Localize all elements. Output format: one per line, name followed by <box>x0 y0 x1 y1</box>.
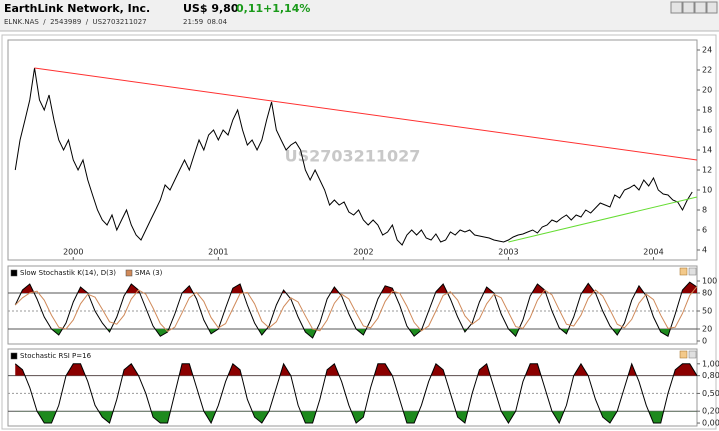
overbought-fill <box>15 363 697 376</box>
watermark: US2703211027 <box>285 147 421 166</box>
y-tick-label: 22 <box>702 66 712 75</box>
bar-icon[interactable] <box>682 1 695 14</box>
y-tick-label: 24 <box>702 46 712 55</box>
y-tick-label: 6 <box>702 226 707 235</box>
panel-edit-button[interactable] <box>679 350 688 359</box>
legend-label: Stochastic RSI P=16 <box>20 352 92 360</box>
y-tick-label: 0,20 <box>702 407 719 416</box>
y-tick-label: 50 <box>702 307 712 316</box>
x-tick-label: 2003 <box>498 248 518 257</box>
refresh-icon[interactable] <box>706 1 718 14</box>
y-tick-label: 0,50 <box>702 389 719 398</box>
y-tick-label: 10 <box>702 186 712 195</box>
y-tick-label: 8 <box>702 206 707 215</box>
panel-close-button[interactable] <box>688 350 697 359</box>
quote-time: 21:59 <box>183 18 203 26</box>
stock-ids: ELNK.NAS / 2543989 / US2703211027 <box>4 18 147 26</box>
quote-date: 08.04 <box>207 18 228 26</box>
series-line <box>34 67 698 161</box>
chart-frame <box>1 34 717 430</box>
stock-name: EarthLink Network, Inc. <box>4 2 150 15</box>
y-tick-label: 12 <box>702 166 712 175</box>
settings-icon[interactable] <box>694 1 707 14</box>
overbought-fill <box>15 282 697 293</box>
price-change-percent: +1,14% <box>263 2 310 15</box>
price-change: 0,11 <box>236 2 263 15</box>
x-tick-label: 2004 <box>643 248 663 257</box>
legend-label: SMA (3) <box>135 269 163 277</box>
y-tick-label: 0 <box>702 337 707 346</box>
x-tick-label: 2001 <box>208 248 228 257</box>
series-line <box>14 286 698 333</box>
y-tick-label: 0,00 <box>702 419 719 428</box>
series-line <box>14 362 698 425</box>
y-tick-label: 4 <box>702 246 707 255</box>
panel-edit-button[interactable] <box>679 267 688 276</box>
legend-swatch <box>125 269 133 277</box>
panel-close-button[interactable] <box>688 267 697 276</box>
y-tick-label: 20 <box>702 86 712 95</box>
x-tick-label: 2000 <box>63 248 83 257</box>
y-tick-label: 20 <box>702 325 712 334</box>
series-line <box>14 67 693 246</box>
series-line <box>508 196 698 243</box>
legend-swatch <box>10 269 18 277</box>
y-tick-label: 100 <box>702 277 717 286</box>
y-tick-label: 14 <box>702 146 712 155</box>
x-tick-label: 2002 <box>353 248 373 257</box>
legend-label: Slow Stochastik K(14), D(3) <box>20 269 116 277</box>
chart-icon[interactable] <box>670 1 683 14</box>
y-tick-label: 0,80 <box>702 371 719 380</box>
plot-area <box>7 348 698 427</box>
plot-area <box>7 265 698 345</box>
stock-price: US$ 9,80 <box>183 2 239 15</box>
toolbar <box>670 1 718 14</box>
legend-swatch <box>10 352 18 360</box>
y-tick-label: 16 <box>702 126 712 135</box>
series-line <box>14 281 698 339</box>
y-tick-label: 80 <box>702 289 712 298</box>
header-bar <box>0 0 719 31</box>
y-tick-label: 18 <box>702 106 712 115</box>
y-tick-label: 1,00 <box>702 359 719 368</box>
